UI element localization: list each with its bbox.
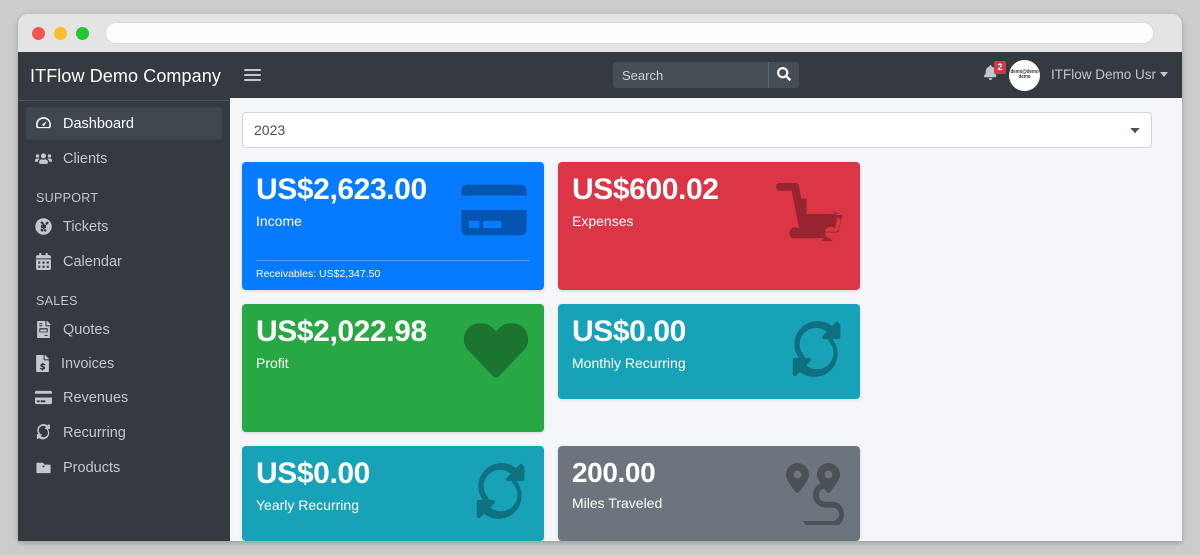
dashboard-icon (34, 114, 53, 133)
window-controls (32, 26, 89, 40)
dashboard-content: 2023 US$2,623.00 Income Receivables: US$… (230, 98, 1182, 541)
search-button[interactable] (768, 62, 799, 88)
sidebar-item-invoices[interactable]: Invoices (26, 348, 222, 379)
file-dollar-icon (36, 355, 49, 372)
minimize-window-button[interactable] (54, 26, 67, 40)
sidebar-item-quotes[interactable]: Quotes (26, 313, 222, 346)
stat-value: US$0.00 (572, 315, 686, 348)
sync-icon (34, 423, 53, 442)
calendar-icon (34, 252, 53, 271)
stat-value: US$2,623.00 (256, 173, 427, 206)
sidebar-nav: Dashboard Clients SUPPORT Tickets (18, 101, 230, 484)
search-input[interactable] (613, 62, 768, 88)
user-menu[interactable]: ITFlow Demo Usr (1051, 66, 1168, 84)
credit-card-icon (34, 388, 53, 407)
sidebar-item-label: Calendar (63, 253, 122, 270)
stat-footer: Receivables: US$2,347.50 (256, 260, 530, 280)
sidebar-item-label: Dashboard (63, 115, 134, 132)
sidebar-item-revenues[interactable]: Revenues (26, 381, 222, 414)
sidebar-item-label: Clients (63, 150, 108, 167)
stat-card-miles-traveled[interactable]: 200.00 Miles Traveled (558, 446, 860, 541)
sidebar-section-sales: SALES (36, 294, 78, 308)
user-name-label: ITFlow Demo Usr (1050, 67, 1156, 82)
box-icon (34, 458, 53, 477)
application-root: ITFlow Demo Company Dashboard Clients SU… (18, 52, 1182, 541)
sidebar-item-tickets[interactable]: Tickets (26, 210, 222, 243)
stat-card-monthly-recurring[interactable]: US$0.00 Monthly Recurring (558, 304, 860, 399)
close-window-button[interactable] (32, 26, 45, 40)
sidebar-item-label: Recurring (63, 424, 126, 441)
sidebar-item-label: Tickets (63, 218, 109, 235)
year-filter-select[interactable]: 2023 (242, 112, 1152, 148)
stat-value: US$2,022.98 (256, 315, 427, 348)
stat-label: Yearly Recurring (256, 497, 359, 514)
stat-label: Monthly Recurring (572, 355, 686, 372)
lifering-icon (34, 217, 53, 236)
stat-value: US$0.00 (256, 457, 370, 490)
sidebar-item-dashboard[interactable]: Dashboard (26, 107, 222, 140)
stat-card-profit[interactable]: US$2,022.98 Profit (242, 304, 544, 432)
stat-label: Profit (256, 355, 289, 372)
hamburger-icon[interactable] (244, 69, 261, 81)
sidebar-item-calendar[interactable]: Calendar (26, 245, 222, 278)
avatar-line2: demo (1018, 73, 1031, 80)
sidebar-item-products[interactable]: Products (26, 451, 222, 484)
stat-value: US$600.02 (572, 173, 719, 206)
maximize-window-button[interactable] (76, 26, 89, 40)
url-bar[interactable] (105, 22, 1154, 44)
file-invoice-icon (34, 320, 53, 339)
search-icon (777, 66, 791, 84)
main-column: 2 demo@demo demo ITFlow Demo Usr 2023 (230, 52, 1182, 541)
avatar[interactable]: demo@demo demo (1008, 59, 1040, 91)
sidebar-section-support: SUPPORT (36, 191, 99, 205)
notification-count-badge: 2 (993, 61, 1006, 74)
browser-titlebar (18, 14, 1182, 52)
stat-label: Income (256, 213, 302, 230)
sidebar-brand[interactable]: ITFlow Demo Company (18, 52, 230, 101)
stat-card-expenses[interactable]: US$600.02 Expenses (558, 162, 860, 290)
search-bar (613, 62, 799, 88)
notifications-button[interactable]: 2 (983, 61, 1006, 85)
chevron-down-icon (1160, 72, 1168, 77)
stat-card-yearly-recurring[interactable]: US$0.00 Yearly Recurring (242, 446, 544, 541)
stat-value: 200.00 (572, 457, 656, 488)
topbar: 2 demo@demo demo ITFlow Demo Usr (230, 52, 1182, 98)
sidebar-item-label: Quotes (63, 321, 110, 338)
sidebar-item-clients[interactable]: Clients (26, 142, 222, 175)
stat-card-income[interactable]: US$2,623.00 Income Receivables: US$2,347… (242, 162, 544, 290)
sidebar-item-label: Invoices (61, 355, 115, 372)
browser-window: ITFlow Demo Company Dashboard Clients SU… (18, 14, 1182, 541)
avatar-line1: demo@demo (1010, 68, 1039, 75)
stat-label: Expenses (572, 213, 634, 230)
sidebar-item-recurring[interactable]: Recurring (26, 416, 222, 449)
stat-label: Miles Traveled (572, 495, 663, 512)
stat-card-grid: US$2,623.00 Income Receivables: US$2,347… (242, 162, 1152, 541)
topbar-actions: 2 demo@demo demo ITFlow Demo Usr (983, 59, 1168, 91)
sidebar: ITFlow Demo Company Dashboard Clients SU… (18, 52, 230, 541)
users-icon (34, 149, 53, 168)
sidebar-item-label: Products (63, 459, 121, 476)
sidebar-item-label: Revenues (63, 389, 129, 406)
bell-icon (983, 65, 998, 85)
